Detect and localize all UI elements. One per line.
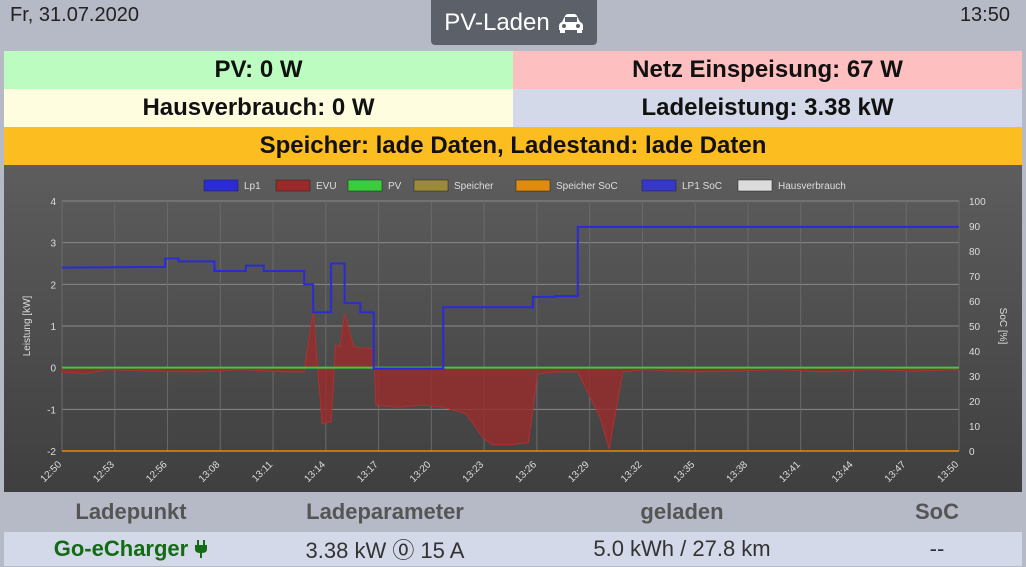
y-tick-label: 3 — [50, 239, 56, 250]
y2-axis-label: SoC [%] — [997, 308, 1008, 345]
legend-swatch — [413, 179, 449, 192]
mode-label: PV-Laden — [444, 8, 550, 36]
legend-label: EVU — [316, 181, 337, 192]
legend-label: Speicher — [454, 181, 494, 192]
status-row-1: PV: 0 W Netz Einspeisung: 67 W — [4, 51, 1022, 89]
x-tick-label: 13:11 — [250, 459, 275, 484]
ladepunkt-name-cell[interactable]: Go-eCharger — [4, 532, 258, 566]
ladepunkt-name: Go-eCharger — [53, 536, 189, 561]
y2-tick-label: 20 — [969, 397, 981, 408]
x-tick-label: 13:23 — [461, 459, 487, 485]
x-tick-label: 13:35 — [672, 459, 698, 485]
y2-tick-label: 0 — [969, 447, 975, 458]
y-tick-label: 1 — [50, 322, 56, 333]
legend-label: PV — [388, 181, 402, 192]
x-tick-label: 13:32 — [619, 459, 645, 485]
x-tick-label: 13:29 — [566, 459, 592, 485]
x-tick-label: 13:14 — [302, 459, 328, 485]
x-tick-label: 13:08 — [197, 459, 223, 485]
legend-swatch — [737, 179, 773, 192]
x-tick-label: 13:17 — [355, 459, 381, 485]
x-tick-label: 13:50 — [936, 459, 962, 485]
y2-tick-label: 80 — [969, 247, 981, 258]
y2-tick-label: 90 — [969, 222, 981, 233]
x-tick-label: 13:44 — [830, 459, 856, 485]
y-tick-label: -2 — [47, 447, 56, 458]
soc-value: -- — [929, 536, 945, 561]
x-tick-label: 12:56 — [144, 459, 170, 485]
y-tick-label: 4 — [50, 197, 56, 208]
legend-label: LP1 SoC — [682, 181, 722, 192]
hausverbrauch-status: Hausverbrauch: 0 W — [4, 89, 513, 127]
ladeleistung-status: Ladeleistung: 3.38 kW — [513, 89, 1022, 127]
chart-svg: Lp1 EVU PV Speicher Speicher SoC LP1 SoC Hausv… — [22, 179, 1008, 485]
header-ladepunkt: Ladepunkt — [75, 499, 187, 524]
x-tick-label: 13:41 — [777, 459, 803, 485]
pv-laden-button[interactable]: PV-Laden — [431, 0, 597, 45]
x-tick-label: 13:26 — [514, 459, 540, 485]
y2-tick-label: 30 — [969, 372, 981, 383]
legend-swatch — [275, 179, 311, 192]
header-ladeparameter: Ladeparameter — [306, 499, 464, 524]
plug-icon — [195, 540, 208, 558]
x-tick-label: 12:50 — [39, 459, 65, 485]
y-tick-label: -1 — [47, 405, 56, 416]
geladen-value: 5.0 kWh / 27.8 km — [593, 536, 771, 561]
legend-label: Lp1 — [244, 181, 261, 192]
x-tick-label: 13:47 — [883, 459, 909, 485]
top-bar: Fr, 31.07.2020 PV-Laden 13:50 — [0, 0, 1026, 49]
pv-status: PV: 0 W — [4, 51, 513, 89]
x-tick-label: 13:20 — [408, 459, 434, 485]
y2-tick-label: 40 — [969, 347, 981, 358]
legend-swatch — [203, 179, 239, 192]
table-row[interactable]: Go-eCharger 3.38 kW ⓪ 15 A 5.0 kWh / 27.… — [4, 532, 1022, 566]
y2-tick-label: 70 — [969, 272, 981, 283]
status-row-2: Hausverbrauch: 0 W Ladeleistung: 3.38 kW — [4, 89, 1022, 127]
legend-swatch — [347, 179, 383, 192]
table-header: Ladepunkt Ladeparameter geladen SoC — [4, 495, 1022, 529]
legend-swatch — [515, 179, 551, 192]
ladepunkt-table: Ladepunkt Ladeparameter geladen SoC Go-e… — [4, 495, 1022, 567]
lp1-series — [61, 225, 959, 370]
y-tick-label: 0 — [50, 364, 56, 375]
y-tick-label: 2 — [50, 280, 56, 291]
time-label: 13:50 — [959, 4, 1010, 26]
header-soc: SoC — [915, 499, 959, 524]
header-geladen: geladen — [640, 499, 724, 524]
netz-status: Netz Einspeisung: 67 W — [513, 51, 1022, 89]
legend-swatch — [641, 179, 677, 192]
date-label: Fr, 31.07.2020 — [10, 4, 139, 26]
y2-tick-label: 60 — [969, 297, 981, 308]
power-chart: Lp1 EVU PV Speicher Speicher SoC LP1 SoC Hausv… — [4, 165, 1022, 492]
y2-tick-label: 50 — [969, 322, 981, 333]
y-axis-label: Leistung [kW] — [22, 295, 33, 356]
status-row-3: Speicher: lade Daten, Ladestand: lade Da… — [4, 127, 1022, 165]
car-icon — [558, 13, 583, 33]
legend-label: Hausverbrauch — [778, 181, 846, 192]
evu-series — [61, 311, 960, 450]
legend-label: Speicher SoC — [556, 181, 618, 192]
speicher-status: Speicher: lade Daten, Ladestand: lade Da… — [4, 127, 1022, 165]
x-tick-label: 12:53 — [91, 459, 117, 485]
y2-tick-label: 100 — [969, 197, 986, 208]
x-tick-label: 13:38 — [725, 459, 751, 485]
y2-tick-label: 10 — [969, 422, 981, 433]
ladeparameter-value: 3.38 kW ⓪ 15 A — [305, 538, 465, 563]
